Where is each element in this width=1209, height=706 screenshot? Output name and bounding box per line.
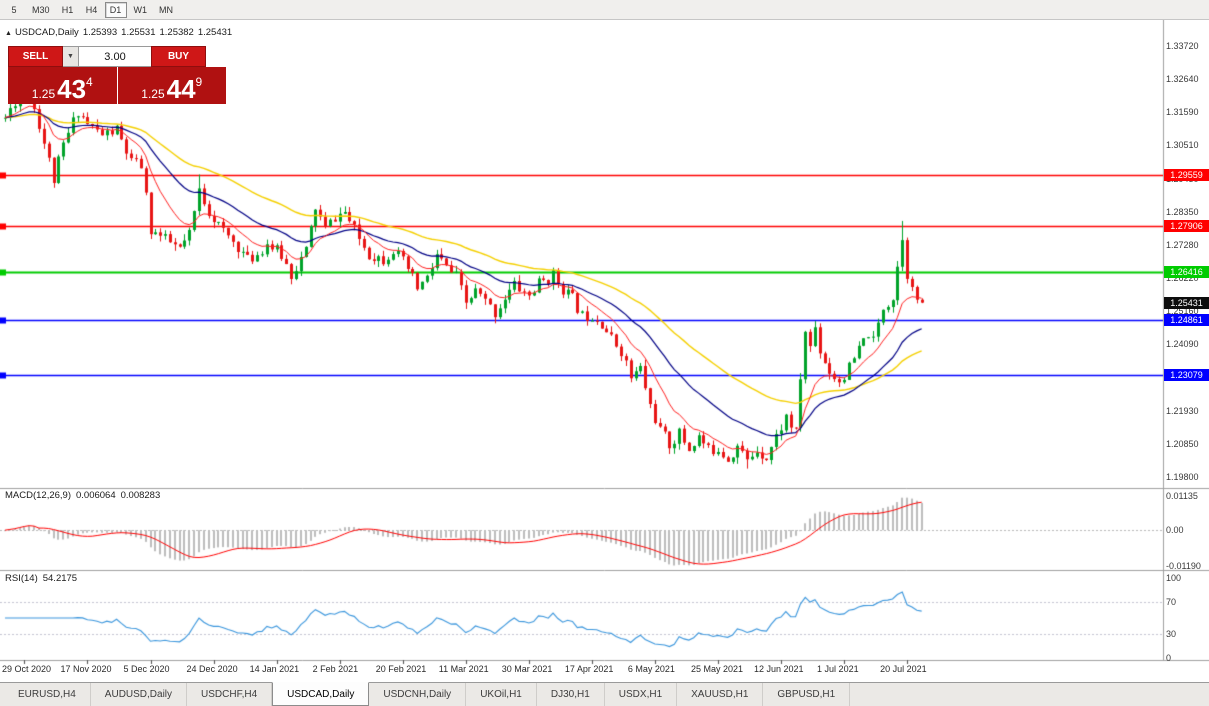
chart-region: ▲ USDCAD,Daily 1.25393 1.25531 1.25382 1.2543…	[0, 20, 1209, 682]
timeframe-button-mn[interactable]: MN	[159, 4, 174, 15]
ohlc-close: 1.25431	[197, 27, 233, 38]
chart-tab-usdcad-daily[interactable]: USDCAD,Daily	[272, 682, 370, 706]
date-axis-label: 17 Apr 2021	[564, 664, 614, 674]
date-axis-label: 20 Jul 2021	[880, 664, 927, 674]
timeframe-button-d1[interactable]: D1	[104, 1, 127, 18]
date-axis-label: 17 Nov 2020	[60, 664, 112, 674]
macd-indicator-header: MACD(12,26,9) 0.006064 0.008283	[5, 490, 165, 501]
buy-price-base: 1.25	[141, 87, 165, 101]
date-axis-label: 1 Jul 2021	[817, 664, 859, 674]
price-axis-tick: 1.30510	[1166, 140, 1199, 151]
price-axis-tick: 1.28350	[1166, 207, 1199, 218]
timeframe-button-h4[interactable]: H4	[85, 4, 98, 15]
price-axis-tick: 1.20850	[1166, 439, 1199, 450]
chart-symbol-label: USDCAD,Daily	[14, 27, 79, 38]
rsi-axis-label: 30	[1166, 629, 1177, 639]
macd-axis-label: 0.00	[1166, 525, 1184, 536]
rsi-axis-label: 70	[1166, 597, 1177, 607]
date-axis-label: 6 May 2021	[627, 664, 675, 674]
sell-price-panel[interactable]: 1.25 43 4	[8, 67, 117, 104]
price-axis-tick: 1.31590	[1166, 106, 1199, 117]
macd-axis-label: -0.01190	[1166, 561, 1201, 571]
date-axis-label: 25 May 2021	[690, 664, 743, 674]
price-axis-tick: 1.26220	[1166, 273, 1199, 284]
chart-tab-audusd-daily[interactable]: AUDUSD,Daily	[91, 683, 188, 706]
chart-tab-xauusd-h1[interactable]: XAUUSD,H1	[677, 683, 764, 706]
timeframe-button-m30[interactable]: M30	[32, 4, 50, 15]
macd-main-value: 0.006064	[76, 490, 116, 501]
hline-price-badge: 1.23079	[1164, 369, 1209, 382]
hline-price-badge: 1.27906	[1164, 220, 1209, 232]
chart-tab-usdchf-h4[interactable]: USDCHF,H4	[187, 683, 273, 706]
volume-input[interactable]	[79, 46, 151, 67]
hline-price-badge: 1.24861	[1164, 314, 1209, 327]
chart-tab-bar: EURUSD,H4 AUDUSD,Daily USDCHF,H4 USDCAD,Dai…	[0, 682, 1209, 706]
price-axis-tick: 1.32640	[1166, 74, 1199, 85]
ohlc-low: 1.25382	[159, 27, 194, 38]
hline-price-badge: 1.26416	[1164, 266, 1209, 279]
chart-tab-eurusd-h4[interactable]: EURUSD,H4	[4, 683, 91, 706]
price-axis-tick: 1.27280	[1166, 240, 1199, 251]
price-axis-tick: 1.24090	[1166, 339, 1199, 350]
rsi-axis-label: 100	[1166, 573, 1182, 583]
date-axis-label: 11 Mar 2021	[438, 664, 489, 674]
date-axis-label: 14 Jan 2021	[249, 664, 300, 674]
hline-price-badge: 1.29559	[1164, 168, 1209, 181]
chart-tab-gbpusd-h1[interactable]: GBPUSD,H1	[763, 683, 851, 706]
chevron-down-icon: ▼	[67, 53, 74, 60]
macd-signal-value: 0.008283	[120, 490, 161, 501]
volume-dropdown-button[interactable]: ▼	[63, 46, 79, 67]
rsi-value: 54.2175	[42, 573, 78, 584]
ohlc-open: 1.25393	[82, 27, 118, 38]
timeframe-button-w1[interactable]: W1	[133, 4, 148, 15]
chart-tab-ukoil-h1[interactable]: UKOil,H1	[466, 683, 537, 706]
buy-price-big: 44	[166, 74, 196, 104]
price-axis-tick: 1.33720	[1166, 41, 1199, 51]
ohlc-high: 1.25531	[121, 27, 156, 38]
sell-price-big: 43	[57, 74, 87, 104]
date-axis-label: 5 Dec 2020	[123, 664, 170, 674]
rsi-axis-label: 0	[1166, 653, 1172, 663]
price-axis-tick: 1.25160	[1166, 306, 1199, 317]
rsi-title: RSI(14)	[5, 573, 38, 584]
date-axis-label: 2 Feb 2021	[312, 664, 359, 674]
sell-price-base: 1.25	[31, 87, 56, 101]
buy-price-sup: 9	[195, 75, 203, 89]
price-axis-tick: 1.19800	[1166, 471, 1199, 482]
rsi-indicator-header: RSI(14) 54.2175	[5, 573, 82, 584]
buy-button[interactable]: BUY	[151, 46, 206, 67]
date-axis-label: 30 Mar 2021	[501, 664, 553, 674]
macd-title: MACD(12,26,9)	[5, 490, 71, 501]
timeframe-button-h1[interactable]: H1	[61, 4, 74, 15]
date-axis-label: 24 Dec 2020	[186, 664, 238, 674]
current-price-badge: 1.25431	[1164, 296, 1209, 309]
sell-button[interactable]: SELL	[8, 46, 63, 67]
chart-tab-usdcnh-daily[interactable]: USDCNH,Daily	[369, 683, 467, 706]
timeframe-button-5[interactable]: 5	[11, 4, 17, 15]
price-axis-tick: 1.21930	[1166, 406, 1199, 417]
chart-tab-usdx-h1[interactable]: USDX,H1	[605, 683, 678, 706]
date-axis-label: 20 Feb 2021	[375, 664, 427, 674]
chart-ohlc-readout: ▲ USDCAD,Daily 1.25393 1.25531 1.25382 1.2543…	[5, 27, 236, 38]
macd-axis-label: 0.01135	[1166, 491, 1198, 501]
sell-price-sup: 4	[86, 75, 93, 89]
date-axis-label: 29 Oct 2020	[2, 664, 52, 674]
timeframe-bar: 5 M30 H1 H4 D1 W1 MN	[0, 0, 1209, 20]
buy-price-panel[interactable]: 1.25 44 9	[117, 67, 226, 104]
main-chart-canvas[interactable]	[0, 20, 1209, 682]
chart-tab-dj30-h1[interactable]: DJ30,H1	[537, 683, 605, 706]
chart-symbol-icon: ▲	[5, 30, 12, 37]
date-axis-label: 12 Jun 2021	[754, 664, 804, 674]
